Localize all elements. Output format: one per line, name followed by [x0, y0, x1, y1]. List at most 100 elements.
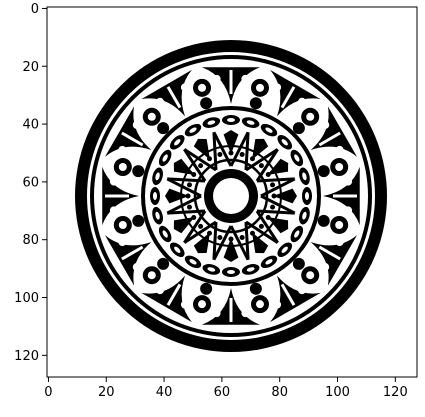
inner-spike — [223, 130, 239, 154]
inner-bead — [258, 223, 264, 229]
scroll-petal-hole — [207, 267, 216, 272]
scroll-petal-hole — [155, 211, 160, 220]
scroll-petal-hole — [305, 192, 309, 200]
fleur-base — [317, 214, 330, 227]
leaf-dot — [132, 120, 141, 129]
leaf-vein — [166, 283, 182, 306]
fleur-base — [317, 165, 330, 178]
scroll-petal-hole — [294, 230, 300, 238]
fleur-base — [132, 214, 145, 227]
leaf-dot — [344, 206, 353, 215]
leaf-dot — [241, 74, 250, 83]
scroll-petal-hole — [153, 192, 157, 200]
scroll-petal-hole — [294, 154, 300, 162]
x-tick-label: 40 — [156, 385, 173, 400]
inner-spike — [267, 217, 289, 234]
leaf-dot — [335, 145, 344, 154]
leaf-dot — [118, 145, 127, 154]
fleur-base — [249, 282, 262, 295]
inner-bead — [217, 151, 223, 157]
fleur-base — [292, 257, 305, 270]
scroll-petal-hole — [155, 172, 160, 181]
middle-ring — [141, 106, 321, 286]
fleur-dot — [147, 271, 156, 280]
fleur-dot — [118, 163, 127, 172]
scroll-petal-hole — [265, 127, 273, 133]
inner-bead — [270, 204, 276, 210]
scroll-petal-hole — [162, 154, 168, 162]
leaf-dot — [212, 309, 221, 318]
scroll-petal-hole — [246, 267, 255, 272]
y-axis-ticks: 0 20 40 60 80 100 120 — [14, 2, 47, 364]
fleur-base — [200, 282, 213, 295]
fleur-base — [292, 122, 305, 135]
inner-spike — [193, 232, 210, 254]
inner-bead — [239, 151, 245, 157]
inner-bead — [198, 223, 204, 229]
inner-spike — [173, 158, 195, 175]
leaf-vein — [121, 131, 144, 147]
inner-bead — [191, 215, 197, 220]
leaf-dot — [344, 177, 353, 186]
leaf-dot — [180, 83, 189, 92]
leaf-dot — [321, 120, 330, 129]
leaf-dot — [321, 263, 330, 272]
inner-spike — [165, 188, 189, 204]
fleur-dot — [255, 83, 264, 92]
fleur-dot — [306, 112, 315, 121]
inner-bead — [265, 172, 271, 177]
fleur-dot — [198, 300, 207, 309]
inner-bead — [207, 156, 212, 162]
leaf-dot — [180, 300, 189, 309]
fleur-dot — [255, 300, 264, 309]
inner-bead — [239, 235, 245, 241]
inner-bead — [265, 215, 271, 220]
inner-bead — [185, 193, 191, 199]
x-tick-label: 60 — [214, 385, 231, 400]
scroll-petal-hole — [265, 259, 273, 265]
x-tick-label: 100 — [325, 385, 350, 400]
leaf-dot — [335, 238, 344, 247]
inner-bead — [186, 182, 192, 188]
y-tick-label: 80 — [22, 233, 39, 248]
inner-bead — [228, 150, 234, 156]
inner-bead — [198, 163, 204, 169]
fleur-dot — [147, 112, 156, 121]
y-tick-label: 20 — [22, 60, 39, 75]
inner-bead — [271, 193, 277, 199]
fleur-dot — [335, 163, 344, 172]
leaf-dot — [298, 286, 307, 295]
leaf-vein — [121, 245, 144, 261]
x-tick-label: 0 — [44, 385, 52, 400]
fleur-dot — [118, 220, 127, 229]
scroll-petal-hole — [302, 172, 307, 181]
inner-spike — [273, 188, 297, 204]
inner-spike — [252, 232, 269, 254]
scroll-petal-hole — [281, 139, 288, 146]
leaf-dot — [118, 238, 127, 247]
scroll-petal-hole — [174, 139, 181, 146]
fleur-base — [200, 97, 213, 110]
inner-bead — [217, 235, 223, 241]
fleur-base — [132, 165, 145, 178]
fleur-base — [157, 122, 170, 135]
center-hole — [213, 178, 249, 214]
scroll-petal-hole — [162, 230, 168, 238]
y-tick-label: 0 — [31, 2, 39, 17]
leaf-dot — [273, 83, 282, 92]
scroll-petal-hole — [227, 270, 235, 274]
leaf-vein — [318, 131, 341, 147]
leaf-dot — [109, 206, 118, 215]
inner-spike — [252, 138, 269, 160]
leaf-dot — [155, 97, 164, 106]
inner-spike — [193, 138, 210, 160]
y-tick-label: 100 — [14, 291, 39, 306]
scroll-petal-hole — [246, 120, 255, 125]
inner-bead — [228, 236, 234, 242]
scroll-petal-hole — [207, 120, 216, 125]
inner-spike — [223, 238, 239, 262]
scroll-petal-hole — [189, 127, 197, 133]
scroll-petal-hole — [174, 246, 181, 253]
mandala-image — [75, 40, 387, 352]
x-tick-label: 80 — [271, 385, 288, 400]
